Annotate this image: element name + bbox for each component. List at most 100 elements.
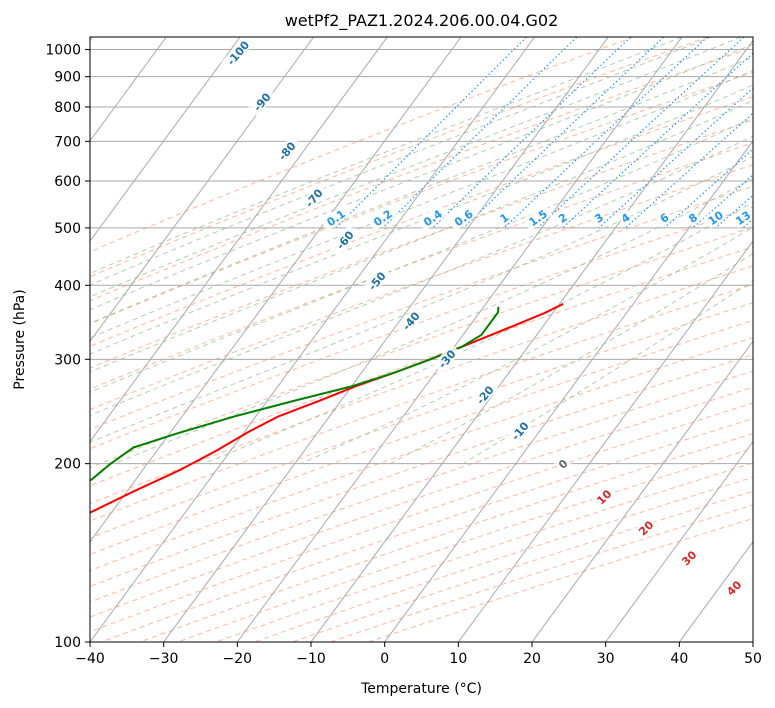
x-axis: −40 −30 −20 −10 0 10 20 30 40 50 <box>75 642 762 667</box>
x-tick-label: −30 <box>149 651 179 667</box>
mixing-ratio-label-bg <box>417 204 448 231</box>
warm-isotherm-label-group: 0 <box>553 454 572 473</box>
chart-title: wetPf2_PAZ1.2024.206.00.04.G02 <box>285 11 559 31</box>
moist-adiabat-line <box>203 201 753 465</box>
isotherm-label-bg <box>432 343 461 374</box>
dry-adiabat-line <box>90 354 753 588</box>
x-tick-label: 10 <box>449 651 467 667</box>
isotherm-label-group: -40 <box>396 305 425 336</box>
dry-adiabat-line <box>90 226 753 469</box>
mixing-ratio-label: 16 <box>755 208 775 228</box>
mixing-ratio-lines <box>335 37 775 229</box>
dry-adiabat-line <box>139 433 753 642</box>
isotherm-label-bg <box>272 135 301 166</box>
isotherm-line <box>90 37 315 343</box>
isotherm-label-group: -20 <box>470 379 499 410</box>
isotherm-line <box>236 37 683 642</box>
skewed-isotherms <box>90 37 753 642</box>
y-tick-label: 200 <box>54 457 81 473</box>
dry-adiabat-line <box>90 319 753 556</box>
y-axis-label: Pressure (hPa) <box>12 289 28 389</box>
dry-adiabat-line <box>90 37 709 278</box>
x-tick-label: 20 <box>523 651 541 667</box>
warm-isotherm-label-group: 30 <box>676 545 701 570</box>
isotherm-line <box>90 37 167 142</box>
mixing-ratio-label-bg <box>448 204 479 231</box>
plot-area: -100-90-80-70-60-50-40-30-20-100.1 0.2 0.4… <box>90 37 775 642</box>
mixing-ratio-label-bg <box>495 208 513 227</box>
y-tick-label: 800 <box>54 100 81 116</box>
x-tick-label: −20 <box>223 651 253 667</box>
mixing-ratio-label-group: 6 <box>655 208 673 227</box>
mixing-ratio-line <box>503 37 708 229</box>
dry-adiabat-line <box>90 46 753 302</box>
y-tick-label: 1000 <box>45 43 81 59</box>
y-tick-label: 600 <box>54 174 81 190</box>
y-tick-label: 100 <box>54 635 81 651</box>
moist-adiabat-line <box>90 37 683 274</box>
moist-adiabat-line <box>90 135 753 416</box>
moist-adiabat-line <box>90 117 753 393</box>
sounding-profiles <box>90 303 564 514</box>
x-tick-label: 50 <box>744 651 762 667</box>
isotherm-line <box>752 641 753 642</box>
isotherm-label-bg <box>396 305 425 336</box>
mixing-ratio-label-bg <box>553 208 572 227</box>
isotherm-label-bg <box>505 415 534 446</box>
warm-isotherm-label-bg <box>553 454 572 473</box>
isotherm-label-group: -50 <box>362 265 391 296</box>
isotherm-label-bg <box>362 265 391 296</box>
mixing-ratio-label-bg <box>589 208 608 227</box>
moist-adiabat-line <box>462 280 753 465</box>
isotherm-line <box>90 37 241 242</box>
mixing-ratio-line <box>537 37 745 229</box>
dry-adiabat-line <box>90 370 753 603</box>
isotherm-line <box>384 140 753 642</box>
isotherm-line <box>605 440 753 642</box>
y-tick-label: 500 <box>54 221 81 237</box>
mixing-ratio-line <box>765 37 775 228</box>
isotherm-label-bg <box>221 37 255 71</box>
dry-adiabat-line <box>101 417 753 642</box>
moist-adiabat-line <box>90 100 753 373</box>
dry-adiabat-line <box>254 476 753 642</box>
moist-adiabat-line <box>90 37 712 286</box>
dry-adiabat-line <box>90 302 753 539</box>
mixing-ratio-label-bg <box>367 204 398 231</box>
dry-adiabat-line <box>368 517 753 642</box>
profile-line <box>90 306 500 482</box>
contour-labels: -100-90-80-70-60-50-40-30-20-100.1 0.2 0.4… <box>221 37 775 600</box>
dry-adiabat-line <box>90 164 753 411</box>
mixing-ratio-label-group: 8 <box>683 208 702 227</box>
x-tick-label: −40 <box>75 651 105 667</box>
mixing-ratio-label-group: 16 <box>752 206 775 229</box>
dry-adiabat-line <box>90 185 753 430</box>
warm-isotherm-label-bg <box>591 484 616 509</box>
isotherm-label-group: -60 <box>330 224 359 255</box>
mixing-ratio-label-group: 2 <box>553 208 572 227</box>
mixing-ratio-line <box>598 87 753 229</box>
mixing-ratio-label-bg <box>320 204 351 231</box>
dry-adiabat-line <box>90 71 753 325</box>
warm-isotherm-label-bg <box>721 575 746 600</box>
dry-adiabat-line <box>90 402 753 633</box>
dry-adiabat-line <box>90 246 753 487</box>
mixing-ratio-line <box>382 37 578 229</box>
mixing-ratio-label-bg <box>655 208 673 227</box>
y-tick-label: 900 <box>54 70 81 86</box>
dry-adiabat-line <box>90 37 634 253</box>
isotherm-label-bg <box>330 224 359 255</box>
isotherm-line <box>90 37 536 642</box>
dry-adiabat-line <box>90 386 753 618</box>
isotherm-line <box>531 340 753 642</box>
moist-adiabat-line <box>389 253 753 465</box>
isotherm-label-group: -80 <box>272 135 301 166</box>
dry-adiabat-line <box>90 119 753 369</box>
warm-isotherm-label-group: 10 <box>591 484 616 509</box>
mixing-ratio-label-group: 4 <box>616 208 634 227</box>
mixing-ratio-label-bg <box>522 204 553 231</box>
mixing-ratio-label-bg <box>752 206 753 229</box>
dry-adiabat-line <box>90 337 753 572</box>
isotherm-label-bg <box>247 86 276 117</box>
